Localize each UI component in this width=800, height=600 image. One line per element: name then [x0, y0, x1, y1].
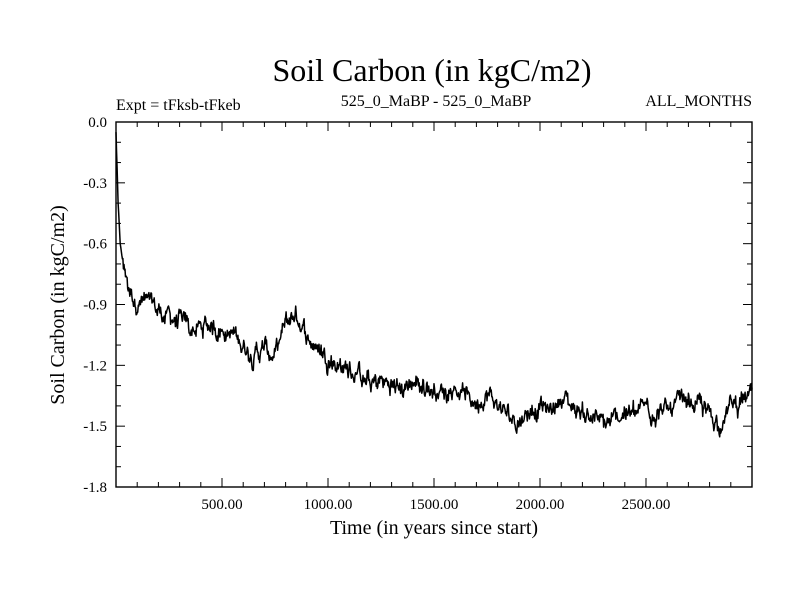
y-tick-label: -0.9: [83, 298, 107, 314]
y-tick-label: -0.3: [83, 176, 107, 192]
months-label: ALL_MONTHS: [645, 93, 752, 110]
y-tick-label: -1.5: [83, 419, 107, 435]
x-tick-label: 1500.00: [410, 497, 459, 513]
x-tick-label: 500.00: [201, 497, 242, 513]
y-tick-label: -1.2: [83, 358, 107, 374]
y-axis-label: Soil Carbon (in kgC/m2): [47, 205, 69, 404]
soil-carbon-series-line: [115, 132, 753, 438]
y-tick-label: -0.6: [83, 237, 107, 253]
x-tick-label: 1000.00: [304, 497, 353, 513]
y-tick-label: -1.8: [83, 480, 107, 496]
x-tick-label: 2500.00: [622, 497, 671, 513]
x-axis-label: Time (in years since start): [330, 517, 538, 539]
experiment-label: Expt = tFksb-tFkeb: [116, 97, 241, 114]
period-label: 525_0_MaBP - 525_0_MaBP: [341, 93, 532, 110]
axis-tick-labels: 500.00 1000.00 1500.00 2000.00 2500.00 0.0 -0.…: [83, 115, 670, 513]
axis-ticks: [116, 121, 752, 488]
chart-title: Soil Carbon (in kgC/m2): [272, 52, 591, 88]
y-tick-label: 0.0: [88, 115, 107, 131]
x-tick-label: 2000.00: [516, 497, 565, 513]
plot-area: [115, 121, 753, 488]
